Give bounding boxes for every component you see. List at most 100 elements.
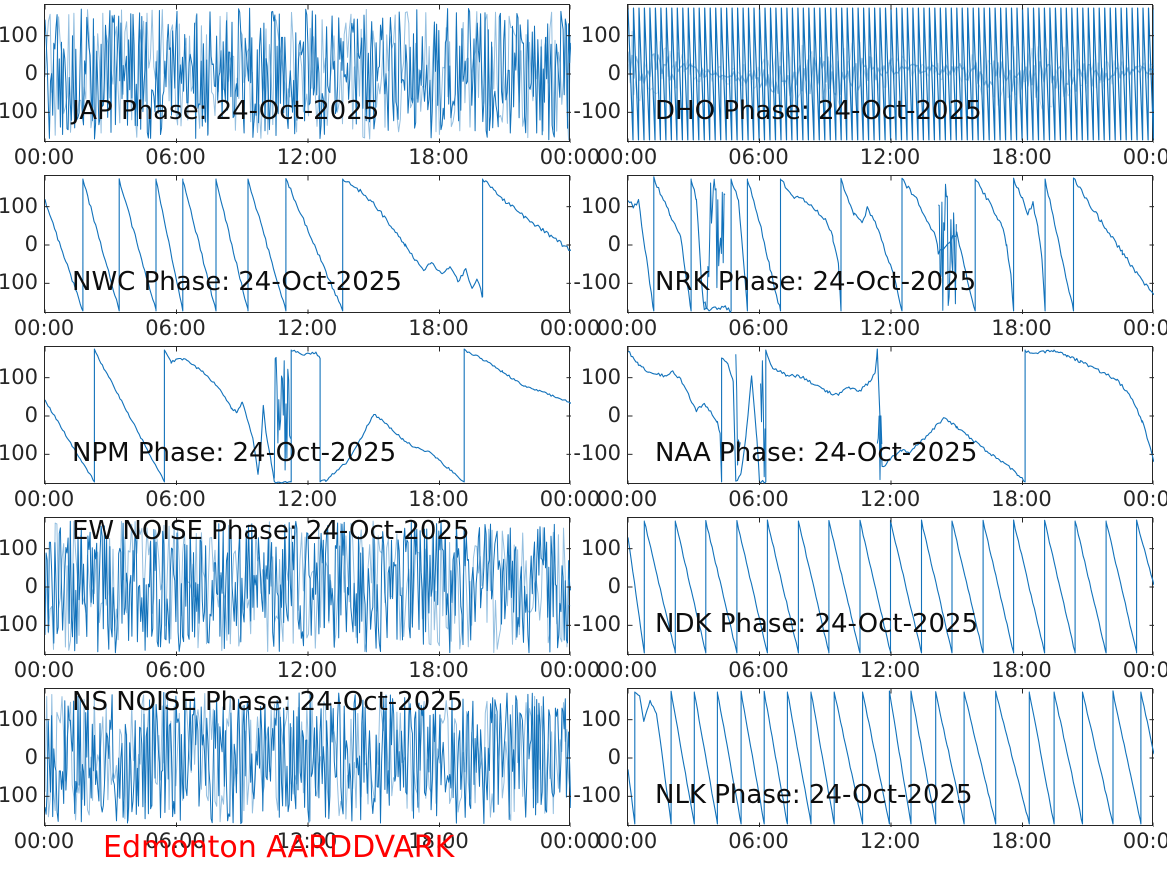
x-tick-label: 06:00	[145, 658, 206, 682]
y-tick-label: 0	[24, 232, 38, 256]
y-tick-label: -100	[573, 612, 621, 637]
x-tick-label: 00:00	[539, 316, 601, 340]
plot-title-nwc: NWC Phase: 24-Oct-2025	[72, 267, 402, 297]
x-tick-label: 00:00	[1122, 487, 1167, 511]
x-tick-label: 06:00	[145, 316, 206, 340]
x-tick-label: 18:00	[408, 316, 469, 340]
waveform-svg	[45, 689, 571, 827]
x-tick-label: 12:00	[276, 658, 338, 682]
x-tick-label: 06:00	[728, 487, 789, 511]
plot-title-ns-noise: NS NOISE Phase: 24-Oct-2025	[72, 687, 464, 717]
x-tick-label: 00:00	[596, 658, 658, 682]
y-tick-label: 0	[607, 61, 621, 85]
y-tick-label: 100	[580, 364, 621, 389]
plot-box-dho	[627, 4, 1154, 143]
plot-box-nwc	[44, 175, 571, 314]
plot-box-naa	[627, 346, 1154, 485]
waveform-svg	[628, 347, 1154, 485]
plot-title-nrk: NRK Phase: 24-Oct-2025	[655, 267, 977, 297]
x-tick-label: 12:00	[859, 829, 921, 853]
waveform-svg	[628, 176, 1154, 314]
waveform-svg	[628, 689, 1154, 827]
y-tick-label: 100	[580, 193, 621, 218]
x-tick-label: 00:00	[596, 829, 658, 853]
x-tick-label: 00:00	[596, 487, 658, 511]
plot-box-nlk	[627, 688, 1154, 827]
x-tick-label: 00:00	[1122, 829, 1167, 853]
plot-title-npm: NPM Phase: 24-Oct-2025	[72, 438, 397, 468]
y-tick-label: -100	[573, 783, 621, 808]
y-tick-label: 100	[0, 193, 38, 218]
x-tick-label: 18:00	[991, 487, 1052, 511]
x-tick-label: 00:00	[13, 829, 75, 853]
plot-title-ndk: NDK Phase: 24-Oct-2025	[655, 609, 979, 639]
waveform-svg	[45, 518, 571, 656]
plot-box-ns-noise	[44, 688, 571, 827]
waveform-svg	[45, 347, 571, 485]
y-tick-label: 0	[607, 232, 621, 256]
x-tick-label: 18:00	[408, 829, 469, 853]
x-tick-label: 00:00	[1122, 316, 1167, 340]
x-tick-label: 12:00	[276, 829, 338, 853]
x-tick-label: 00:00	[13, 487, 75, 511]
x-tick-label: 18:00	[408, 487, 469, 511]
plot-title-dho: DHO Phase: 24-Oct-2025	[655, 96, 982, 126]
y-tick-label: 100	[580, 22, 621, 47]
x-tick-label: 00:00	[596, 145, 658, 169]
x-tick-label: 12:00	[859, 658, 921, 682]
plot-title-jap: JAP Phase: 24-Oct-2025	[72, 96, 380, 126]
y-tick-label: -100	[573, 441, 621, 466]
y-tick-label: 0	[607, 574, 621, 598]
x-tick-label: 00:00	[539, 145, 601, 169]
x-tick-label: 18:00	[991, 316, 1052, 340]
site-label: Edmonton AARDDVARK	[103, 830, 455, 865]
y-tick-label: 100	[0, 535, 38, 560]
x-tick-label: 00:00	[1122, 145, 1167, 169]
x-tick-label: 12:00	[276, 316, 338, 340]
y-tick-label: -100	[573, 99, 621, 124]
y-tick-label: -100	[0, 270, 38, 295]
y-tick-label: 0	[24, 745, 38, 769]
x-tick-label: 00:00	[13, 316, 75, 340]
plot-title-ew-noise: EW NOISE Phase: 24-Oct-2025	[72, 516, 470, 546]
y-tick-label: -100	[0, 441, 38, 466]
y-tick-label: -100	[0, 612, 38, 637]
x-tick-label: 00:00	[1122, 658, 1167, 682]
x-tick-label: 18:00	[408, 145, 469, 169]
x-tick-label: 00:00	[539, 487, 601, 511]
plot-box-ew-noise	[44, 517, 571, 656]
y-tick-label: 0	[24, 61, 38, 85]
x-tick-label: 12:00	[276, 145, 338, 169]
x-tick-label: 18:00	[991, 829, 1052, 853]
x-tick-label: 06:00	[145, 829, 206, 853]
y-tick-label: 100	[0, 364, 38, 389]
x-tick-label: 18:00	[408, 658, 469, 682]
plot-box-jap	[44, 4, 571, 143]
x-tick-label: 12:00	[276, 487, 338, 511]
waveform-svg	[45, 176, 571, 314]
x-tick-label: 06:00	[145, 487, 206, 511]
y-tick-label: 100	[580, 706, 621, 731]
x-tick-label: 06:00	[728, 829, 789, 853]
y-tick-label: 0	[24, 574, 38, 598]
x-tick-label: 00:00	[539, 829, 601, 853]
x-tick-label: 00:00	[539, 658, 601, 682]
y-tick-label: 100	[0, 706, 38, 731]
plot-box-ndk	[627, 517, 1154, 656]
y-tick-label: 100	[580, 535, 621, 560]
y-tick-label: 0	[607, 745, 621, 769]
plot-title-nlk: NLK Phase: 24-Oct-2025	[655, 780, 973, 810]
y-tick-label: -100	[0, 783, 38, 808]
plot-box-nrk	[627, 175, 1154, 314]
y-tick-label: 100	[0, 22, 38, 47]
waveform-svg	[628, 5, 1154, 143]
x-tick-label: 12:00	[859, 316, 921, 340]
waveform-svg	[628, 518, 1154, 656]
waveform-svg	[45, 5, 571, 143]
y-tick-label: 0	[24, 403, 38, 427]
x-tick-label: 18:00	[991, 658, 1052, 682]
x-tick-label: 06:00	[145, 145, 206, 169]
y-tick-label: 0	[607, 403, 621, 427]
